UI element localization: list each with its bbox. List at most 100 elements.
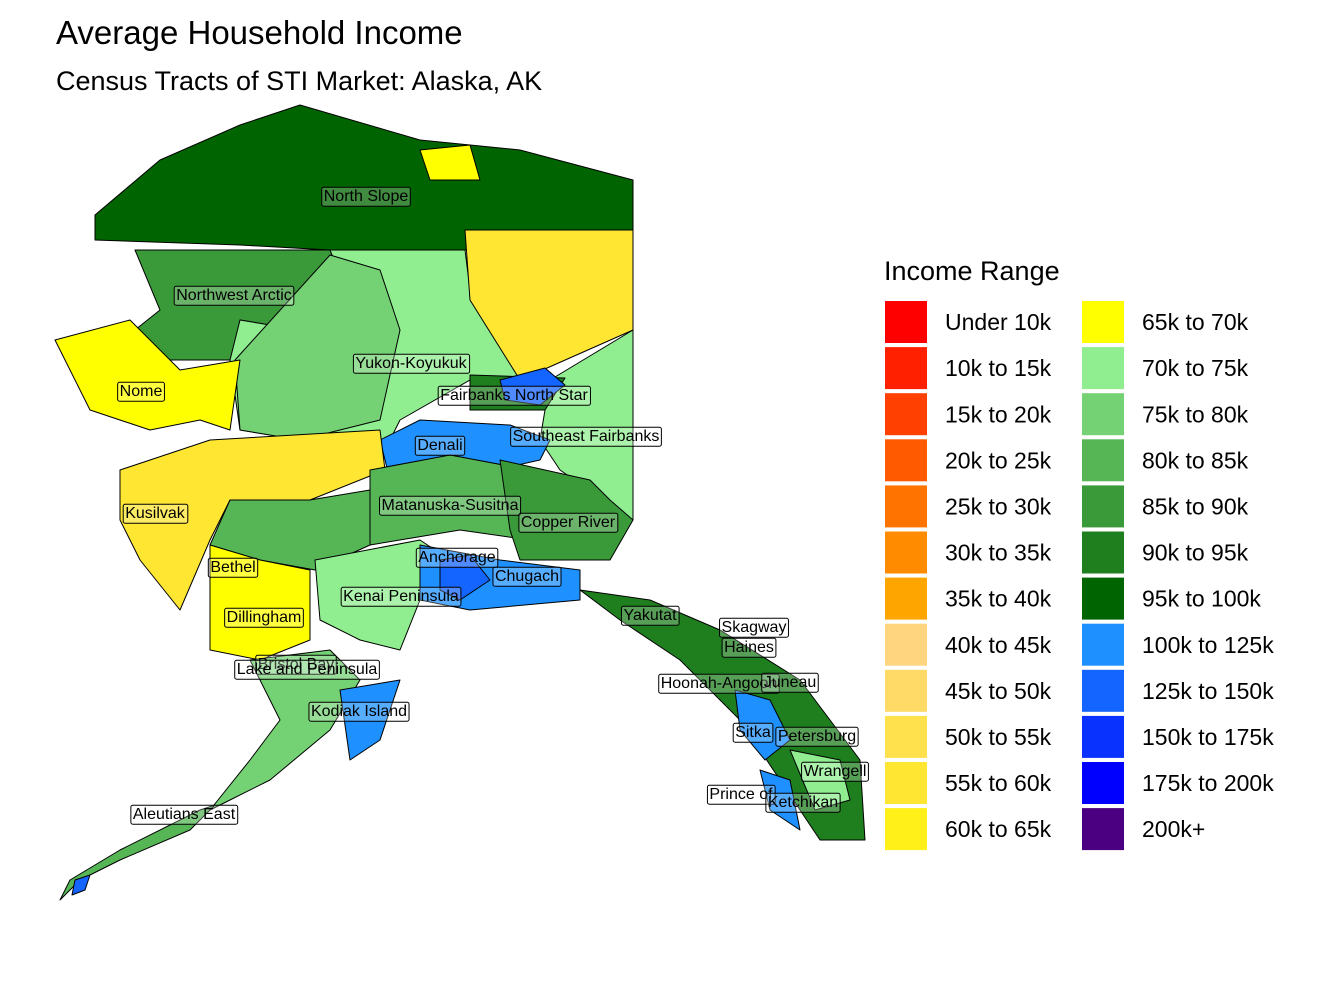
legend-label: 70k to 75k: [1142, 355, 1249, 381]
legend-label: 85k to 90k: [1142, 493, 1249, 519]
legend-swatch: [885, 439, 927, 482]
region-shape: [499, 459, 634, 561]
region-label: Nome: [120, 383, 163, 400]
legend-label: 60k to 65k: [945, 816, 1052, 842]
region-label: Sitka: [735, 724, 771, 741]
region-label: Lake and Peninsula: [237, 661, 378, 678]
legend-swatch: [1082, 347, 1124, 390]
legend-swatch: [1082, 577, 1124, 620]
region-label: Dillingham: [227, 609, 302, 626]
region-label: Skagway: [722, 619, 787, 636]
region-label: Haines: [724, 639, 774, 656]
region-shape: [209, 544, 311, 661]
region-label-box: [321, 186, 411, 207]
legend-label: 45k to 50k: [945, 678, 1052, 704]
legend-swatch: [885, 762, 927, 804]
region-label-box: [706, 784, 776, 805]
legend-label: Under 10k: [945, 309, 1052, 335]
region-label-box: [492, 566, 562, 587]
legend-label: 75k to 80k: [1142, 401, 1249, 427]
region-label-box: [207, 557, 259, 578]
legend-swatch: [885, 808, 927, 851]
region-shape: [339, 679, 401, 761]
legend-swatch: [1082, 715, 1124, 758]
legend-swatch: [885, 715, 927, 758]
region-label: Wrangell: [804, 763, 867, 780]
region-label-box: [117, 381, 165, 402]
legend-swatch: [1082, 301, 1124, 343]
region-label: Southeast Fairbanks: [513, 428, 660, 445]
region-label: Yakutat: [623, 607, 677, 624]
legend-label: 200k+: [1142, 816, 1205, 842]
legend-label: 55k to 60k: [945, 770, 1052, 796]
region-label: Kusilvak: [125, 505, 186, 522]
legend-swatch: [885, 623, 927, 666]
region-shape: [71, 874, 91, 896]
legend-label: 15k to 20k: [945, 401, 1052, 427]
region-shape: [54, 319, 241, 431]
region-label: Juneau: [764, 674, 817, 691]
legend-swatch: [1082, 808, 1124, 851]
region-label-box: [414, 435, 466, 456]
legend-swatch: [885, 393, 927, 436]
region-shape: [579, 589, 866, 841]
region-label-box: [518, 512, 619, 533]
region-label: Bethel: [210, 559, 255, 576]
legend-label: 50k to 55k: [945, 724, 1052, 750]
legend-label: 20k to 25k: [945, 447, 1052, 473]
region-label-box: [732, 722, 774, 743]
region-label-box: [234, 659, 380, 680]
legend-label: 125k to 150k: [1142, 678, 1274, 704]
region-label-box: [352, 353, 471, 374]
region-label: Northwest Arctic: [176, 287, 292, 304]
legend-swatch: [885, 347, 927, 390]
region-label: Yukon-Koyukuk: [355, 355, 467, 372]
region-shape: [94, 104, 634, 251]
region-label-box: [122, 503, 189, 524]
legend: Under 10k 10k to 15k 15k to 20k 20k to 25k 2…: [885, 301, 1274, 851]
region-label: Fairbanks North Star: [440, 387, 588, 404]
region-label-box: [415, 547, 499, 568]
region-label-box: [801, 761, 869, 782]
legend-swatch: [885, 301, 927, 343]
region-label: Matanuska-Susitna: [382, 497, 519, 514]
region-label-box: [658, 673, 780, 694]
region-label-box: [761, 672, 819, 693]
legend-swatch: [1082, 531, 1124, 574]
region-label-box: [379, 495, 522, 516]
region-label-box: [765, 792, 841, 813]
region-shape: [314, 539, 451, 651]
legend-label: 35k to 40k: [945, 586, 1052, 612]
legend-swatch: [1082, 669, 1124, 712]
region-shape: [439, 554, 491, 601]
legend-label: 90k to 95k: [1142, 540, 1249, 566]
region-label: Hoonah-Angoon: [661, 675, 778, 692]
region-label: Chugach: [495, 568, 559, 585]
region-shape: [464, 229, 634, 381]
legend-swatch: [885, 577, 927, 620]
legend-label: 80k to 85k: [1142, 447, 1249, 473]
region-label-box: [721, 637, 777, 658]
region-label: Aleutians East: [133, 806, 236, 823]
legend-swatch: [1082, 439, 1124, 482]
legend-label: 65k to 70k: [1142, 309, 1249, 335]
region-label: North Slope: [324, 188, 409, 205]
region-label: Denali: [417, 437, 462, 454]
legend-swatch: [1082, 393, 1124, 436]
region-shape: [209, 649, 361, 811]
legend-swatch: [1082, 762, 1124, 804]
legend-swatch: [885, 485, 927, 528]
region-label-box: [224, 607, 304, 628]
legend-label: 30k to 35k: [945, 540, 1052, 566]
legend-label: 10k to 15k: [945, 355, 1052, 381]
region-label: Copper River: [521, 514, 616, 531]
region-label-box: [719, 617, 789, 638]
legend-label: 40k to 45k: [945, 632, 1052, 658]
region-label: Kodiak Island: [311, 703, 407, 720]
legend-label: 25k to 30k: [945, 493, 1052, 519]
region-label-box: [173, 285, 295, 306]
region-label: Anchorage: [418, 549, 495, 566]
region-label: Ketchikan: [768, 794, 838, 811]
region-label-box: [437, 385, 591, 406]
legend-swatch: [885, 531, 927, 574]
